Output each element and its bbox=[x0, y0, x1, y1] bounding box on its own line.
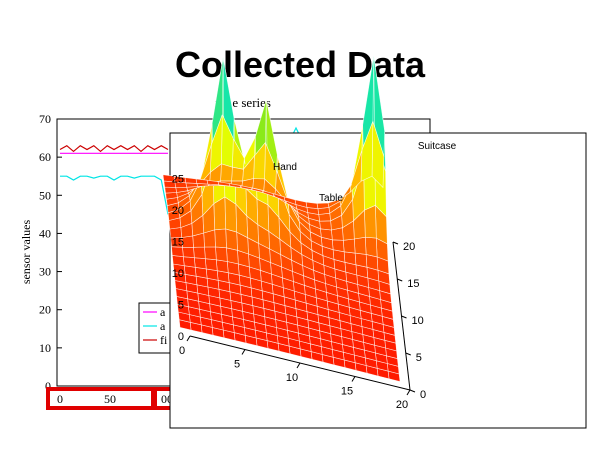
surface-cell bbox=[220, 163, 233, 182]
legend-label-2: fi bbox=[160, 333, 168, 347]
y-axis-label: sensor values bbox=[19, 220, 33, 285]
legend-label-1: a bbox=[160, 319, 166, 333]
y-tick bbox=[405, 352, 411, 356]
surface-mesh bbox=[162, 55, 401, 382]
x-tick bbox=[241, 349, 246, 355]
surface-cell bbox=[193, 257, 207, 270]
surface-cell bbox=[342, 238, 356, 254]
y-tick bbox=[401, 315, 407, 319]
peak-label-hand: Hand bbox=[273, 162, 297, 173]
x-tick-label: 15 bbox=[341, 386, 353, 398]
x-tick-label: 10 bbox=[286, 372, 298, 384]
x-tick-label: 0 bbox=[57, 392, 63, 406]
y-tick-label: 40 bbox=[39, 226, 51, 240]
z-tick-label: 10 bbox=[172, 268, 184, 280]
y-tick-label: 0 bbox=[420, 389, 426, 401]
x-tick bbox=[351, 376, 356, 382]
x-tick-label: 5 bbox=[234, 359, 240, 371]
z-tick-label: 15 bbox=[172, 237, 184, 249]
surface-cell bbox=[215, 246, 228, 262]
surface-cell bbox=[171, 255, 185, 267]
y-tick-label: 70 bbox=[39, 112, 51, 126]
z-tick-label: 0 bbox=[178, 331, 184, 343]
peak-label-table: Table bbox=[319, 193, 343, 204]
surface-cell bbox=[193, 246, 206, 260]
surface-cell bbox=[204, 246, 217, 261]
x-tick-label: 50 bbox=[104, 392, 116, 406]
z-tick-label: 20 bbox=[172, 205, 184, 217]
z-tick-label: 5 bbox=[178, 300, 184, 312]
y-tick-label: 5 bbox=[416, 352, 422, 364]
series-line-1 bbox=[60, 175, 169, 215]
x-tick-label: 20 bbox=[396, 399, 408, 411]
surface-cell bbox=[182, 256, 196, 268]
surface-cell bbox=[305, 201, 319, 210]
surface-cell bbox=[319, 220, 332, 231]
surface-cell bbox=[215, 259, 229, 274]
peak-label-suitcase: Suitcase bbox=[418, 141, 457, 152]
series-line-2 bbox=[59, 144, 169, 153]
surface-cell bbox=[354, 252, 368, 268]
y-tick-label: 20 bbox=[39, 303, 51, 317]
surface-cell bbox=[353, 236, 367, 255]
y-tick-label: 10 bbox=[39, 341, 51, 355]
surface-cell bbox=[204, 258, 218, 272]
surface-cell bbox=[331, 239, 345, 253]
legend-label-0: a bbox=[160, 305, 166, 319]
y-tick-label: 15 bbox=[407, 278, 419, 290]
y-tick bbox=[397, 278, 403, 282]
surface-cell bbox=[214, 228, 227, 249]
x-tick bbox=[296, 362, 301, 369]
z-tick-label: 25 bbox=[172, 174, 184, 186]
x-tick bbox=[406, 389, 411, 396]
y-tick-label: 20 bbox=[403, 241, 415, 253]
surface-cell bbox=[164, 186, 177, 194]
surface-cell bbox=[231, 166, 244, 182]
x-tick bbox=[186, 335, 191, 342]
y-tick bbox=[392, 241, 399, 245]
x-tick-label: 0 bbox=[179, 345, 185, 357]
y-tick-label: 0 bbox=[45, 379, 51, 393]
surface-cell bbox=[364, 204, 377, 239]
surface-cell bbox=[162, 174, 176, 183]
y-tick-label: 10 bbox=[412, 315, 424, 327]
surface-cell bbox=[364, 236, 378, 258]
y-tick bbox=[409, 389, 416, 393]
slide-title: Collected Data bbox=[174, 44, 426, 85]
y-tick-label: 60 bbox=[39, 150, 51, 164]
y-tick-label: 30 bbox=[39, 265, 51, 279]
y-tick-label: 50 bbox=[39, 188, 51, 202]
spike-cyan bbox=[292, 126, 300, 135]
surface-cell bbox=[182, 247, 195, 259]
